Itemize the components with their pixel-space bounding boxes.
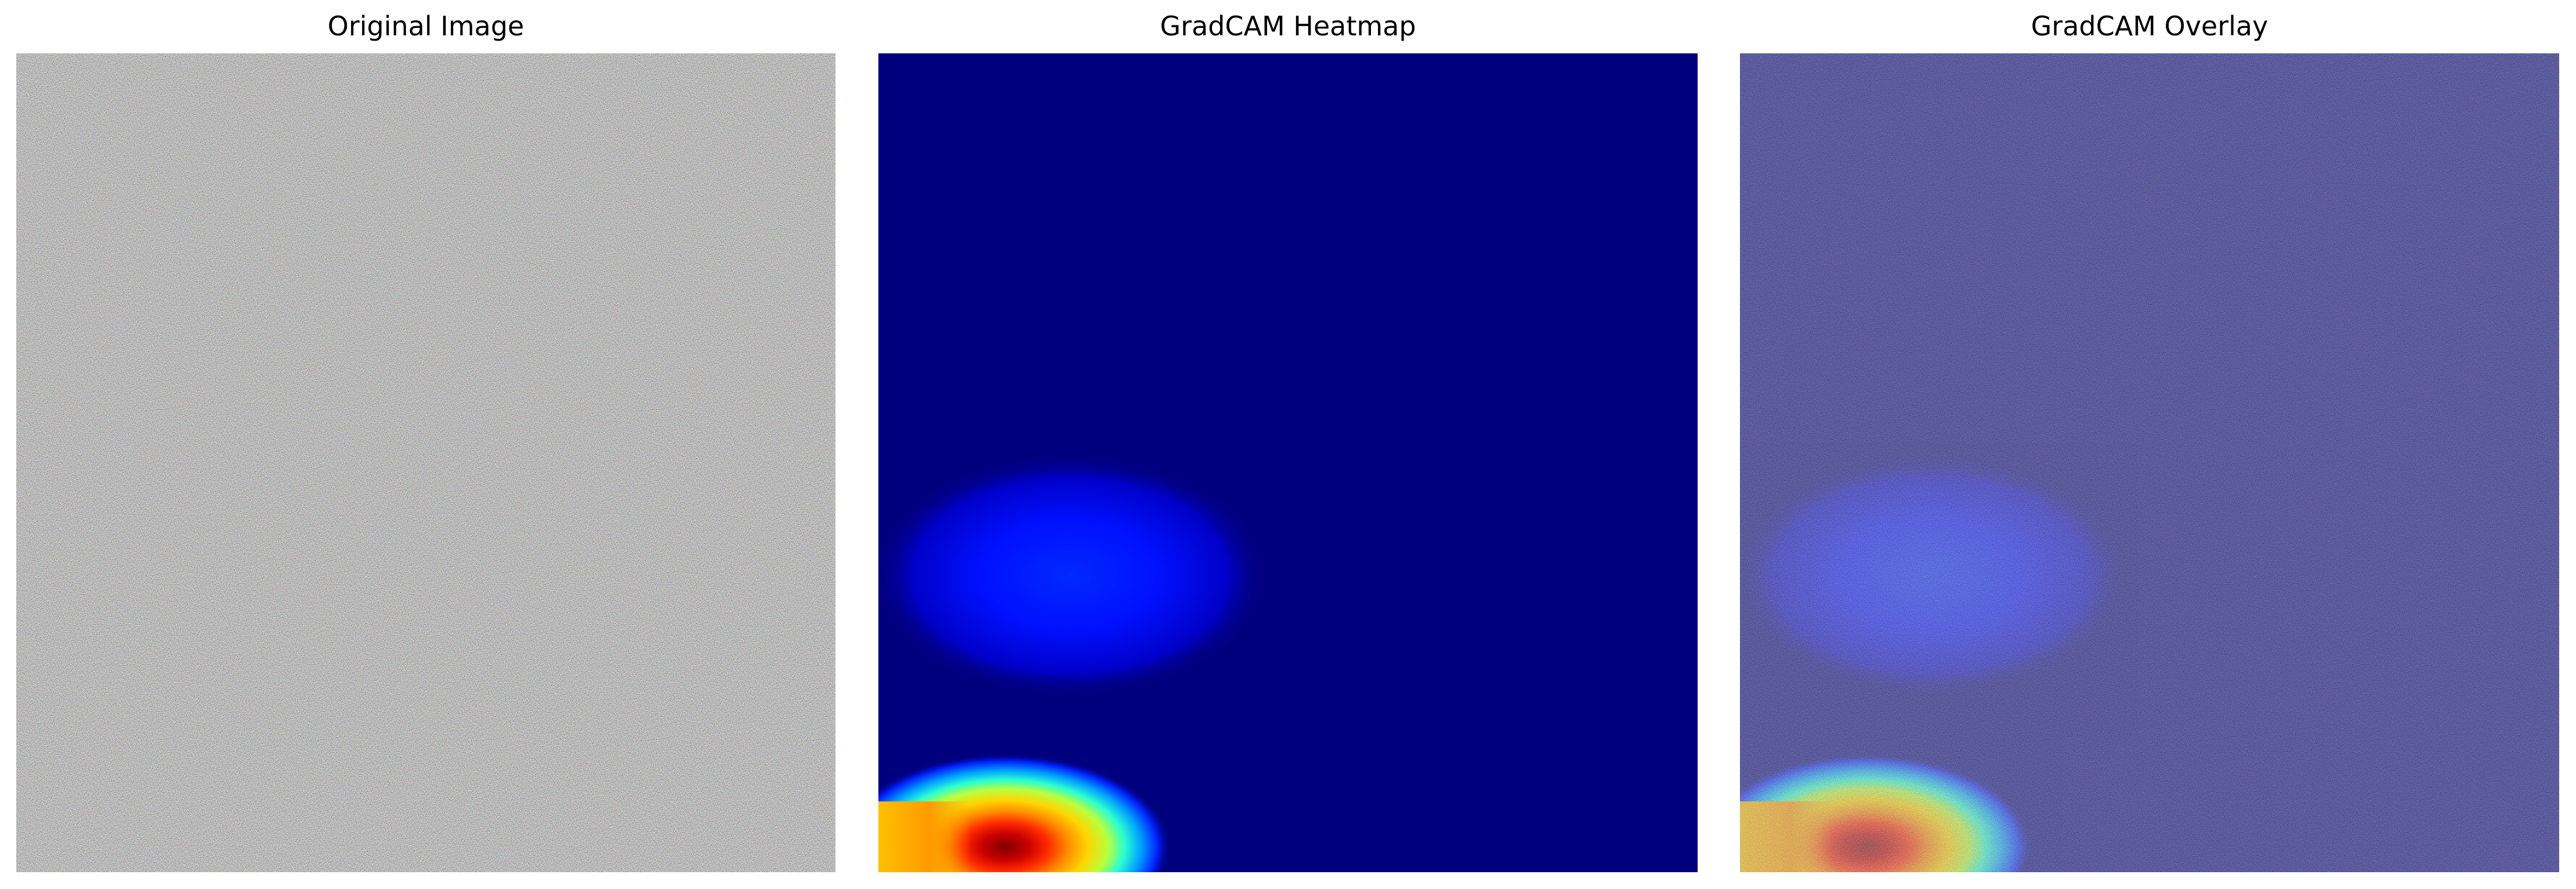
gradcam-heatmap-image [878,53,1698,872]
gradcam-overlay-image [1740,53,2559,872]
heatmap-title: GradCAM Heatmap [1160,10,1416,42]
original-noise-image [16,53,835,872]
original-image-title: Original Image [327,10,524,42]
overlay-title: GradCAM Overlay [2031,10,2269,42]
